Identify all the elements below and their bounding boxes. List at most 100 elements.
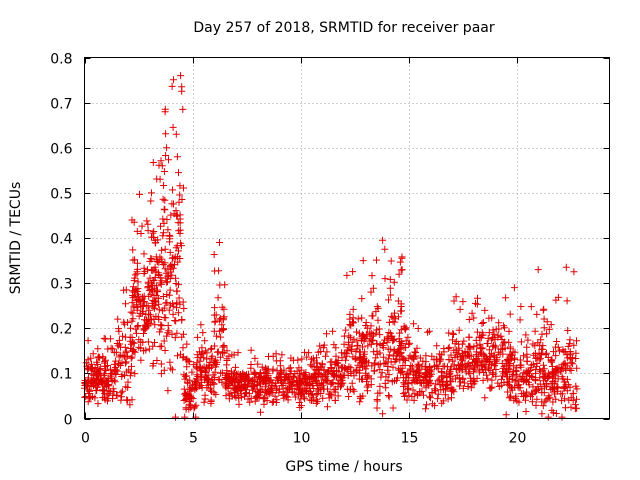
data-point xyxy=(192,380,199,388)
data-point xyxy=(105,387,113,395)
data-point xyxy=(319,394,327,402)
data-point xyxy=(223,367,231,375)
data-point xyxy=(115,353,123,361)
data-point xyxy=(525,378,533,386)
data-point xyxy=(220,313,228,321)
data-point xyxy=(435,350,443,358)
data-point xyxy=(533,395,541,403)
data-point xyxy=(426,393,433,401)
data-point xyxy=(265,378,273,386)
data-point xyxy=(211,317,219,325)
data-point xyxy=(92,382,100,390)
data-point xyxy=(510,362,518,370)
data-point xyxy=(358,333,366,341)
x-tick-labels: 0 5 10 15 20 xyxy=(81,431,526,447)
data-point xyxy=(434,395,442,403)
data-point xyxy=(452,293,460,301)
data-point xyxy=(217,333,225,341)
data-point xyxy=(428,389,436,397)
data-point xyxy=(450,330,457,338)
data-point xyxy=(122,300,129,308)
data-point xyxy=(145,345,153,353)
data-point xyxy=(354,361,362,369)
data-point xyxy=(438,367,446,375)
data-point xyxy=(506,310,514,318)
data-point xyxy=(210,358,218,366)
data-point xyxy=(172,244,180,252)
data-point xyxy=(308,374,316,382)
data-point xyxy=(293,367,301,375)
data-point xyxy=(495,383,503,390)
data-point xyxy=(566,340,573,348)
data-point xyxy=(428,352,436,360)
data-point xyxy=(179,105,187,113)
data-point xyxy=(544,373,552,381)
data-point xyxy=(178,196,186,203)
data-point xyxy=(483,371,490,379)
data-point xyxy=(179,344,187,352)
data-point xyxy=(479,331,487,339)
data-point xyxy=(449,336,456,344)
data-point xyxy=(533,360,541,367)
data-point xyxy=(393,376,401,384)
data-point xyxy=(84,337,92,345)
data-point xyxy=(492,366,500,373)
data-point xyxy=(562,381,570,389)
data-point xyxy=(178,333,186,341)
data-point xyxy=(222,374,230,382)
data-point xyxy=(488,376,496,384)
data-point xyxy=(241,372,249,379)
data-point xyxy=(159,261,167,268)
data-point xyxy=(508,351,516,359)
data-point xyxy=(349,268,357,276)
data-point xyxy=(461,361,469,369)
data-point xyxy=(435,375,443,383)
data-point xyxy=(160,219,168,227)
data-point xyxy=(501,344,509,352)
data-point xyxy=(536,341,544,349)
data-point xyxy=(165,327,173,335)
y-tick-label: 0 xyxy=(64,413,73,429)
data-point xyxy=(133,227,141,235)
data-point xyxy=(520,377,527,385)
data-point xyxy=(526,367,534,374)
data-point xyxy=(570,268,578,276)
data-point xyxy=(455,346,463,354)
data-point xyxy=(95,380,103,388)
data-point xyxy=(156,343,164,351)
data-point xyxy=(172,207,180,215)
data-point xyxy=(343,271,351,279)
data-point xyxy=(472,299,479,307)
data-point xyxy=(124,378,132,386)
data-point xyxy=(389,363,397,371)
data-point xyxy=(235,400,243,408)
data-point xyxy=(110,360,118,368)
data-point xyxy=(378,342,386,349)
data-point xyxy=(450,297,458,305)
data-point xyxy=(527,361,535,369)
data-point xyxy=(323,348,331,356)
data-point xyxy=(137,356,145,364)
data-point xyxy=(154,313,162,321)
x-tick-label: 10 xyxy=(293,431,311,447)
data-point xyxy=(137,302,145,310)
data-point xyxy=(359,257,367,265)
data-point xyxy=(573,337,580,345)
data-point xyxy=(129,294,137,302)
data-point xyxy=(517,361,525,369)
data-point xyxy=(380,353,388,361)
data-point xyxy=(157,280,165,288)
x-tick-label: 20 xyxy=(509,431,527,447)
data-point xyxy=(342,349,350,357)
data-point xyxy=(250,368,258,376)
data-point xyxy=(488,383,496,391)
data-point xyxy=(102,367,110,375)
data-point xyxy=(404,333,412,341)
data-point xyxy=(113,367,121,375)
data-point xyxy=(523,357,531,365)
data-point xyxy=(464,383,472,390)
data-point xyxy=(552,410,560,417)
data-point xyxy=(552,352,560,360)
data-point xyxy=(150,315,158,323)
data-point xyxy=(367,322,375,330)
